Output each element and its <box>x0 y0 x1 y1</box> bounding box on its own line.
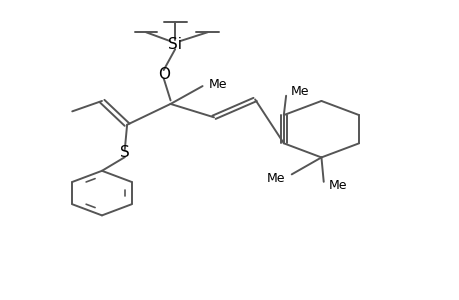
Text: Me: Me <box>328 179 346 192</box>
Text: S: S <box>120 146 129 160</box>
Text: Me: Me <box>290 85 308 98</box>
Text: Me: Me <box>266 172 284 185</box>
Text: O: O <box>157 67 169 82</box>
Text: Si: Si <box>168 37 182 52</box>
Text: Me: Me <box>208 77 227 91</box>
